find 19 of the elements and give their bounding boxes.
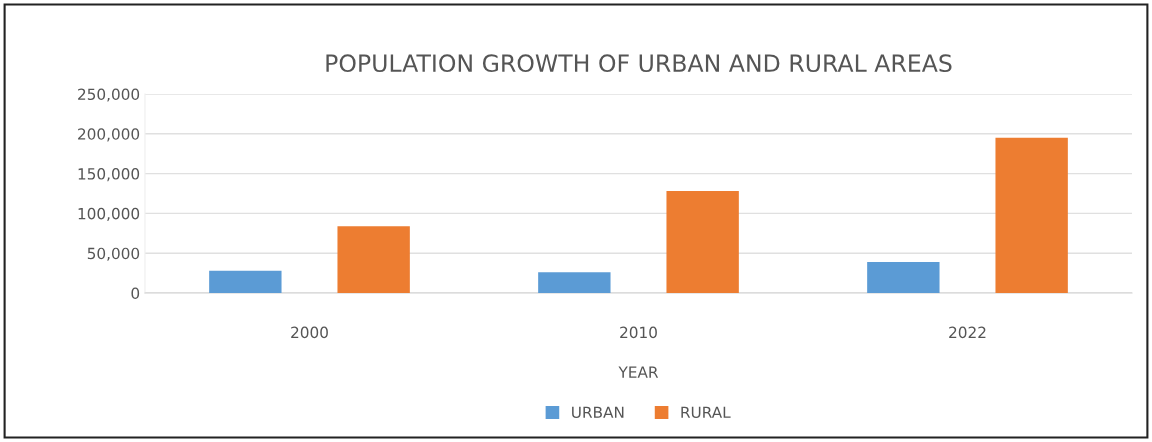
y-tick-label: 200,000 <box>78 128 140 142</box>
y-tick-label: 150,000 <box>78 168 140 182</box>
bar <box>538 272 611 293</box>
x-tick-label: 2000 <box>291 326 328 339</box>
x-tick-label: 2022 <box>949 326 986 339</box>
chart-title: POPULATION GROWTH OF URBAN AND RURAL AREAS <box>326 54 952 73</box>
y-tick-label: 0 <box>131 287 140 300</box>
x-axis-title: YEAR <box>618 366 659 378</box>
bar <box>867 261 940 293</box>
bar <box>337 226 410 293</box>
bar <box>209 270 282 293</box>
y-tick-label: 50,000 <box>87 247 140 261</box>
bar <box>666 191 739 293</box>
legend-label: RURAL <box>681 406 731 419</box>
x-tick-label: 2010 <box>620 326 657 339</box>
y-tick-label: 250,000 <box>78 88 140 102</box>
legend-label: URBAN <box>572 406 624 419</box>
y-tick-label: 100,000 <box>78 207 140 221</box>
bar <box>995 137 1068 293</box>
